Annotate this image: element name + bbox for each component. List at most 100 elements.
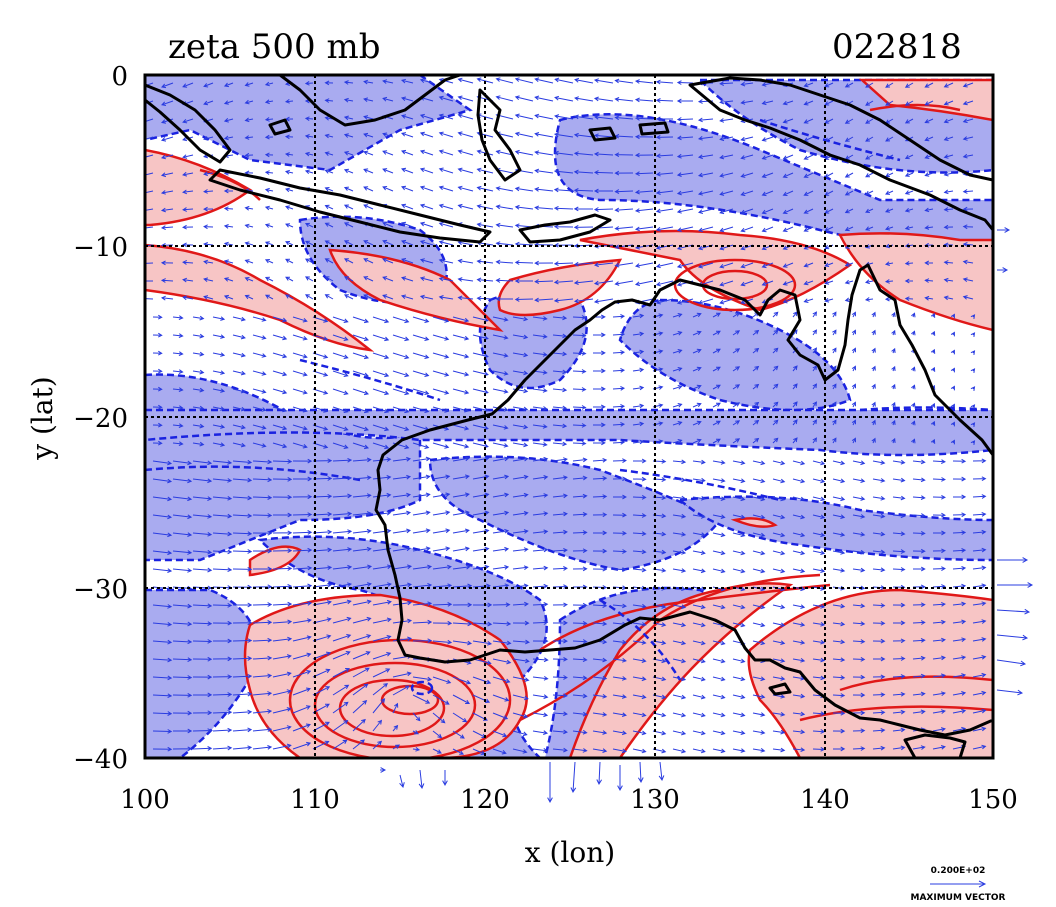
wind-vector [332, 529, 353, 535]
wind-vector [392, 528, 412, 534]
wind-vector [832, 568, 846, 573]
wind-vector [740, 154, 754, 160]
wind-vector [752, 329, 760, 336]
wind-vector [752, 365, 760, 372]
wind-vector [892, 691, 906, 697]
wind-vector [885, 82, 894, 88]
wind-vector [292, 741, 312, 750]
wind-vector [412, 712, 421, 722]
wind-vector [332, 739, 348, 750]
wind-vector [943, 277, 954, 283]
wind-vector [432, 730, 443, 739]
wind-vector [552, 333, 568, 339]
wind-vector [232, 370, 246, 376]
wind-vector [312, 511, 333, 517]
wind-vector [740, 100, 754, 105]
wind-vector [512, 565, 529, 571]
wind-vector [192, 387, 205, 393]
wind-vector [419, 78, 434, 84]
wind-vector [372, 617, 392, 624]
wind-vector [145, 154, 154, 158]
wind-vector [891, 383, 896, 390]
wind-vector [672, 658, 687, 664]
wind-vector [172, 369, 184, 374]
wind-vector [632, 367, 645, 373]
wind-vector [592, 730, 608, 735]
wind-vector [572, 369, 587, 374]
wind-vector [719, 208, 734, 215]
wind-vector [752, 730, 766, 735]
wind-vector [392, 510, 412, 516]
wind-vector [832, 621, 846, 627]
wind-vector [592, 603, 608, 608]
wind-vector [264, 223, 274, 228]
wind-vector [438, 203, 454, 210]
wind-vector [950, 439, 955, 445]
wind-vector [554, 77, 574, 84]
wind-vector [173, 728, 193, 734]
wind-vector [593, 298, 614, 304]
wind-vector [244, 223, 254, 229]
wind-vector [712, 550, 726, 556]
wind-vector [272, 583, 293, 589]
australia-coastline [374, 263, 993, 737]
wind-vector [352, 634, 372, 642]
wind-vector [152, 368, 163, 374]
wind-vector [634, 152, 654, 158]
wind-vector [232, 316, 246, 322]
wind-vector [892, 656, 906, 661]
wind-vector [712, 460, 726, 465]
wind-vector [732, 438, 741, 444]
wind-vector [457, 295, 474, 301]
wind-vector [272, 654, 292, 660]
wind-vector [572, 566, 588, 572]
wind-vector [655, 134, 674, 140]
wind-vector [612, 730, 627, 736]
wind-vector [172, 568, 193, 573]
wind-vector [911, 312, 916, 318]
wind-vector [952, 673, 967, 678]
wind-vector [872, 496, 886, 501]
wind-vector [401, 221, 414, 228]
wind-vector [412, 370, 430, 377]
wind-vector [514, 149, 534, 156]
wind-vector [472, 510, 490, 516]
wind-vector [634, 97, 654, 103]
wind-vector [904, 118, 914, 124]
wind-vector [532, 565, 549, 571]
wind-vector [252, 727, 273, 732]
wind-vector [574, 96, 594, 102]
wind-vector [552, 441, 568, 447]
wind-vector [438, 131, 454, 138]
wind-vector [495, 95, 514, 102]
wind-vector [697, 298, 714, 305]
wind-vector [952, 548, 967, 553]
wind-vector [232, 352, 246, 358]
wind-vector [352, 457, 372, 463]
wind-vector [343, 276, 354, 282]
wind-vector [572, 639, 588, 644]
wind-vector [572, 530, 588, 535]
wind-vector [400, 114, 414, 120]
wind-vector [872, 531, 886, 537]
wind-vector [534, 168, 554, 174]
wind-vector [761, 208, 774, 215]
wind-vector [950, 313, 955, 319]
wind-vector [692, 568, 706, 574]
wind-vector [885, 136, 894, 142]
wind-vector [192, 621, 213, 626]
wind-vector [392, 744, 400, 750]
wind-vector [832, 365, 837, 372]
wind-vector [252, 442, 267, 448]
wind-vector [832, 496, 846, 502]
wind-vector [573, 114, 594, 120]
wind-vector [332, 406, 349, 413]
wind-vector [457, 185, 474, 192]
wind-vector [532, 388, 548, 393]
wind-vector [614, 115, 634, 121]
wind-vector [412, 619, 433, 625]
wind-vector [792, 460, 806, 466]
wind-vector [223, 188, 233, 194]
wind-vector [452, 334, 470, 341]
wind-vector [672, 550, 687, 555]
